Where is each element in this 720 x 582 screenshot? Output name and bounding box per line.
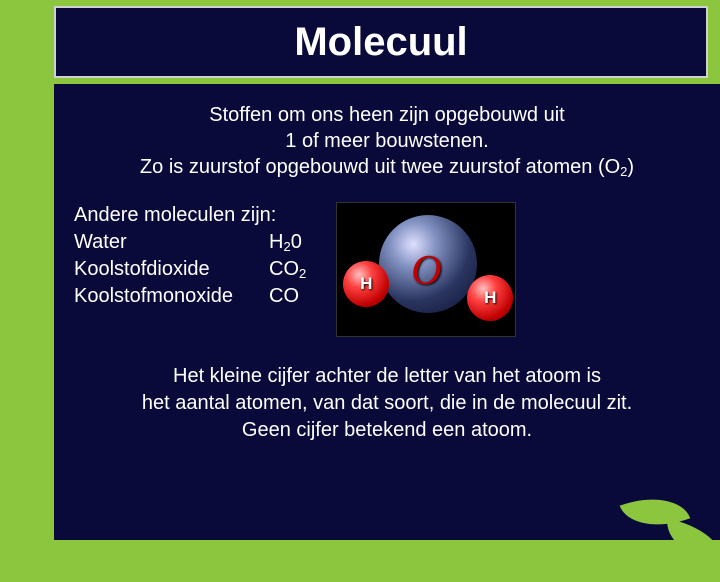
water-molecule-image: O H H bbox=[336, 202, 516, 337]
main-panel: Stoffen om ons heen zijn opgebouwd uit 1… bbox=[54, 84, 720, 540]
intro-paragraph: Stoffen om ons heen zijn opgebouwd uit 1… bbox=[72, 102, 702, 180]
intro-line3-post: ) bbox=[627, 156, 634, 178]
oxygen-label: O bbox=[411, 247, 441, 295]
list-item: Koolstofdioxide CO2 bbox=[74, 256, 306, 283]
molecule-formula: CO2 bbox=[269, 256, 306, 283]
leaf-decoration-icon bbox=[610, 468, 720, 558]
list-item: Water H20 bbox=[74, 229, 306, 256]
molecule-name: Water bbox=[74, 229, 269, 256]
molecule-name: Koolstofmonoxide bbox=[74, 283, 269, 310]
intro-line3-pre: Zo is zuurstof opgebouwd uit twee zuurst… bbox=[140, 156, 620, 178]
footer-line1: Het kleine cijfer achter de letter van h… bbox=[173, 365, 601, 387]
intro-line3-sub: 2 bbox=[620, 164, 627, 179]
molecule-formula: CO bbox=[269, 283, 299, 310]
footer-line3: Geen cijfer betekend een atoom. bbox=[242, 419, 532, 441]
footer-line2: het aantal atomen, van dat soort, die in… bbox=[142, 392, 632, 414]
molecule-formula: H20 bbox=[269, 229, 302, 256]
molecule-list: Andere moleculen zijn: Water H20 Koolsto… bbox=[74, 202, 306, 310]
molecule-list-heading: Andere moleculen zijn: bbox=[74, 202, 306, 229]
hydrogen-atom-right-icon: H bbox=[467, 275, 513, 321]
title-banner: Molecuul bbox=[54, 6, 708, 78]
intro-line2: 1 of meer bouwstenen. bbox=[285, 130, 488, 152]
hydrogen-atom-left-icon: H bbox=[343, 261, 389, 307]
intro-line1: Stoffen om ons heen zijn opgebouwd uit bbox=[209, 104, 564, 126]
slide-title: Molecuul bbox=[294, 20, 467, 65]
molecule-block: Andere moleculen zijn: Water H20 Koolsto… bbox=[72, 202, 702, 337]
footer-paragraph: Het kleine cijfer achter de letter van h… bbox=[72, 363, 702, 444]
content-area: Stoffen om ons heen zijn opgebouwd uit 1… bbox=[54, 84, 720, 540]
list-item: Koolstofmonoxide CO bbox=[74, 283, 306, 310]
molecule-name: Koolstofdioxide bbox=[74, 256, 269, 283]
